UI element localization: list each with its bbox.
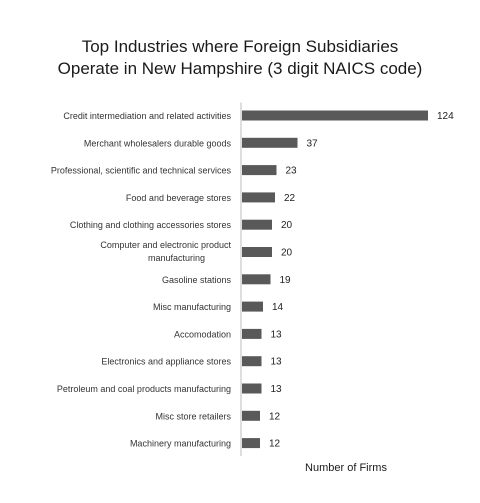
category-label: Merchant wholesalers durable goods	[84, 138, 232, 148]
category-label: Professional, scientific and technical s…	[51, 166, 232, 176]
category-label: Machinery manufacturing	[130, 439, 231, 449]
category-label: Electronics and appliance stores	[101, 357, 231, 367]
data-label: 13	[271, 329, 283, 340]
bar	[242, 274, 271, 285]
bar	[242, 110, 428, 121]
bars-layer: 124 Credit intermediation and related act…	[51, 110, 454, 450]
chart-title-line-2: Operate in New Hampshire (3 digit NAICS …	[57, 59, 423, 78]
data-label: 124	[437, 111, 454, 122]
category-label: Gasoline stations	[162, 275, 232, 285]
category-label: Misc store retailers	[155, 411, 231, 421]
data-label: 20	[281, 248, 293, 259]
bar	[242, 165, 277, 176]
bar	[242, 410, 260, 421]
data-label: 14	[272, 302, 284, 313]
data-label: 20	[281, 220, 293, 231]
category-label: Petroleum and coal products manufacturin…	[57, 384, 231, 394]
bar	[242, 438, 260, 449]
data-label: 13	[271, 384, 283, 395]
bar	[242, 301, 263, 312]
bar	[242, 356, 262, 367]
category-label: Computer and electronic product manufactu…	[100, 240, 231, 263]
data-label: 12	[269, 439, 281, 450]
category-label: Misc manufacturing	[153, 302, 231, 312]
bar	[242, 383, 262, 394]
x-axis-label: Number of Firms	[305, 462, 387, 474]
bar	[242, 328, 262, 339]
data-label: 37	[307, 138, 319, 149]
data-label: 23	[286, 166, 298, 177]
data-label: 12	[269, 411, 281, 422]
chart-title-line-1: Top Industries where Foreign Subsidiarie…	[81, 37, 399, 56]
bar	[242, 219, 272, 230]
bar	[242, 247, 272, 257]
bar	[242, 192, 275, 203]
category-label: Clothing and clothing accessories stores	[70, 220, 232, 230]
data-label: 22	[284, 193, 296, 204]
category-label: Credit intermediation and related activi…	[63, 111, 231, 121]
category-label: Food and beverage stores	[126, 193, 232, 203]
bar	[242, 137, 298, 148]
data-label: 19	[280, 275, 292, 286]
data-label: 13	[271, 357, 283, 368]
category-label: Accomodation	[174, 329, 231, 339]
